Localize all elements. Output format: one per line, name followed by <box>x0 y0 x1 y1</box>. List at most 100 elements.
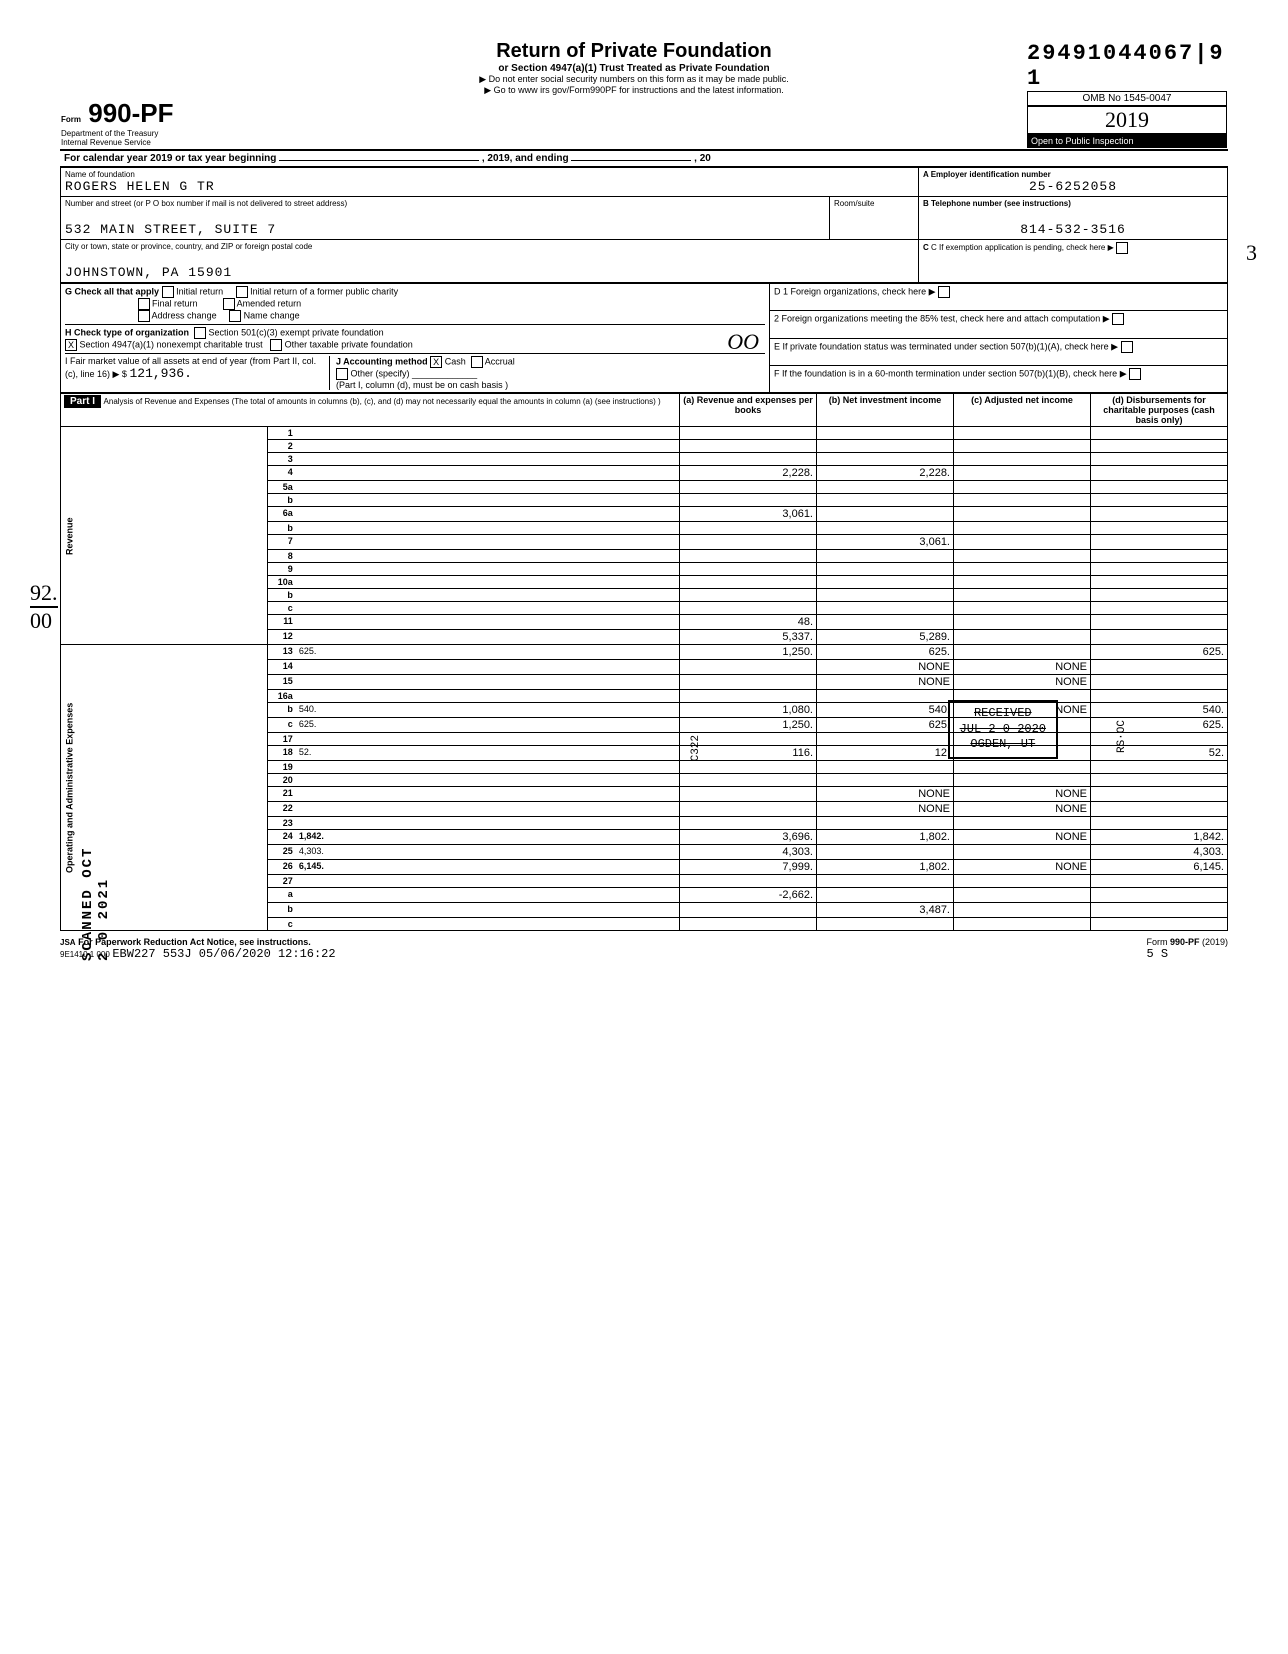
amount-cell <box>1091 602 1228 615</box>
amount-cell <box>1091 576 1228 589</box>
amount-cell <box>817 453 954 466</box>
line-desc <box>296 576 680 589</box>
amount-cell <box>817 589 954 602</box>
amount-cell <box>954 481 1091 494</box>
line-no: 24 <box>267 830 296 845</box>
amount-cell <box>1091 787 1228 802</box>
line-no: 18 <box>267 746 296 761</box>
line-no: 3 <box>267 453 296 466</box>
form-number: Form 990-PF <box>61 98 241 129</box>
line-desc <box>296 481 680 494</box>
amount-cell: NONE <box>817 787 954 802</box>
instr1: ▶ Do not enter social security numbers o… <box>262 74 1006 85</box>
line-desc <box>296 903 680 918</box>
amount-cell: NONE <box>954 830 1091 845</box>
amount-cell: 1,080. <box>680 703 817 718</box>
amount-cell: -2,662. <box>680 888 817 903</box>
line-no: b <box>267 589 296 602</box>
amount-cell: NONE <box>954 802 1091 817</box>
amount-cell: 4,303. <box>680 845 817 860</box>
line-no: 22 <box>267 802 296 817</box>
amount-cell: NONE <box>954 675 1091 690</box>
line-no: b <box>267 522 296 535</box>
amount-cell <box>680 903 817 918</box>
col-c: (c) Adjusted net income <box>954 394 1091 427</box>
line-desc <box>296 761 680 774</box>
amount-cell <box>1091 507 1228 522</box>
amount-cell: 1,250. <box>680 645 817 660</box>
amount-cell <box>954 440 1091 453</box>
amount-cell <box>1091 630 1228 645</box>
line-desc <box>296 888 680 903</box>
amount-cell <box>954 576 1091 589</box>
amount-cell <box>817 875 954 888</box>
bottom-ts: EBW227 553J 05/06/2020 12:16:22 <box>112 947 335 961</box>
amount-cell: 3,061. <box>680 507 817 522</box>
amount-cell <box>1091 774 1228 787</box>
line-desc <box>296 602 680 615</box>
amount-cell <box>1091 761 1228 774</box>
dept-treasury: Department of the Treasury <box>61 129 241 138</box>
line-desc <box>296 550 680 563</box>
col-d: (d) Disbursements for charitable purpose… <box>1091 394 1228 427</box>
amount-cell <box>680 576 817 589</box>
address: 532 MAIN STREET, SUITE 7 <box>65 222 825 237</box>
line-no: 12 <box>267 630 296 645</box>
part1-title: Analysis of Revenue and Expenses (The to… <box>104 397 661 406</box>
amount-cell <box>680 563 817 576</box>
line-no: b <box>267 494 296 507</box>
c-label: C C If exemption application is pending,… <box>923 242 1223 254</box>
amount-cell <box>817 615 954 630</box>
line-no: 21 <box>267 787 296 802</box>
instr2: ▶ Go to www irs gov/Form990PF for instru… <box>262 85 1006 96</box>
tax-year: 2019 <box>1027 106 1227 134</box>
amount-cell <box>1091 535 1228 550</box>
amount-cell <box>680 802 817 817</box>
amount-cell: 3,696. <box>680 830 817 845</box>
amount-cell <box>1091 563 1228 576</box>
amount-cell <box>954 589 1091 602</box>
amount-cell <box>954 918 1091 931</box>
line-desc <box>296 802 680 817</box>
hand-fraction: 92. 00 <box>30 580 58 634</box>
amount-cell <box>954 761 1091 774</box>
amount-cell <box>680 761 817 774</box>
omb: OMB No 1545-0047 <box>1027 91 1227 106</box>
amount-cell <box>680 787 817 802</box>
amount-cell <box>1091 589 1228 602</box>
addr-label: Number and street (or P O box number if … <box>65 199 825 208</box>
amount-cell <box>680 660 817 675</box>
line-desc <box>296 427 680 440</box>
amount-cell: NONE <box>954 860 1091 875</box>
line-desc: 625. <box>296 645 680 660</box>
amount-cell <box>1091 466 1228 481</box>
footer: JSA For Paperwork Reduction Act Notice, … <box>60 937 1228 961</box>
line-desc <box>296 440 680 453</box>
line-no: 4 <box>267 466 296 481</box>
col-b: (b) Net investment income <box>817 394 954 427</box>
amount-cell: 625. <box>1091 718 1228 733</box>
line-no: 6a <box>267 507 296 522</box>
amount-cell: 1,802. <box>817 830 954 845</box>
line-no: c <box>267 718 296 733</box>
line-desc <box>296 615 680 630</box>
amount-cell: 5,289. <box>817 630 954 645</box>
amount-cell <box>680 918 817 931</box>
amount-cell <box>680 774 817 787</box>
line-no: b <box>267 703 296 718</box>
line-no: 27 <box>267 875 296 888</box>
part1-label: Part I <box>64 395 101 408</box>
line-no: 19 <box>267 761 296 774</box>
city: JOHNSTOWN, PA 15901 <box>65 265 914 280</box>
line-desc: 540. <box>296 703 680 718</box>
amount-cell <box>680 602 817 615</box>
ein: 25-6252058 <box>923 179 1223 194</box>
c322-stamp: C322 <box>690 735 702 761</box>
amount-cell <box>954 845 1091 860</box>
amount-cell <box>954 494 1091 507</box>
amount-cell <box>680 875 817 888</box>
ops-expenses-label: Operating and Administrative Expenses <box>61 645 268 931</box>
table-row: Revenue1 <box>61 427 1228 440</box>
amount-cell <box>817 522 954 535</box>
line-no: 23 <box>267 817 296 830</box>
